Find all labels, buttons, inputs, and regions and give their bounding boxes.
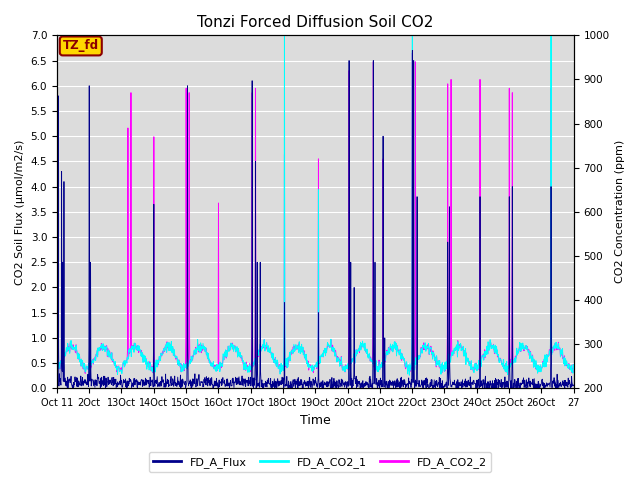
- Legend: FD_A_Flux, FD_A_CO2_1, FD_A_CO2_2: FD_A_Flux, FD_A_CO2_1, FD_A_CO2_2: [148, 452, 492, 472]
- Y-axis label: CO2 Concentration (ppm): CO2 Concentration (ppm): [615, 140, 625, 284]
- Text: TZ_fd: TZ_fd: [63, 39, 99, 52]
- Y-axis label: CO2 Soil Flux (μmol/m2/s): CO2 Soil Flux (μmol/m2/s): [15, 139, 25, 285]
- Title: Tonzi Forced Diffusion Soil CO2: Tonzi Forced Diffusion Soil CO2: [197, 15, 433, 30]
- X-axis label: Time: Time: [300, 414, 331, 427]
